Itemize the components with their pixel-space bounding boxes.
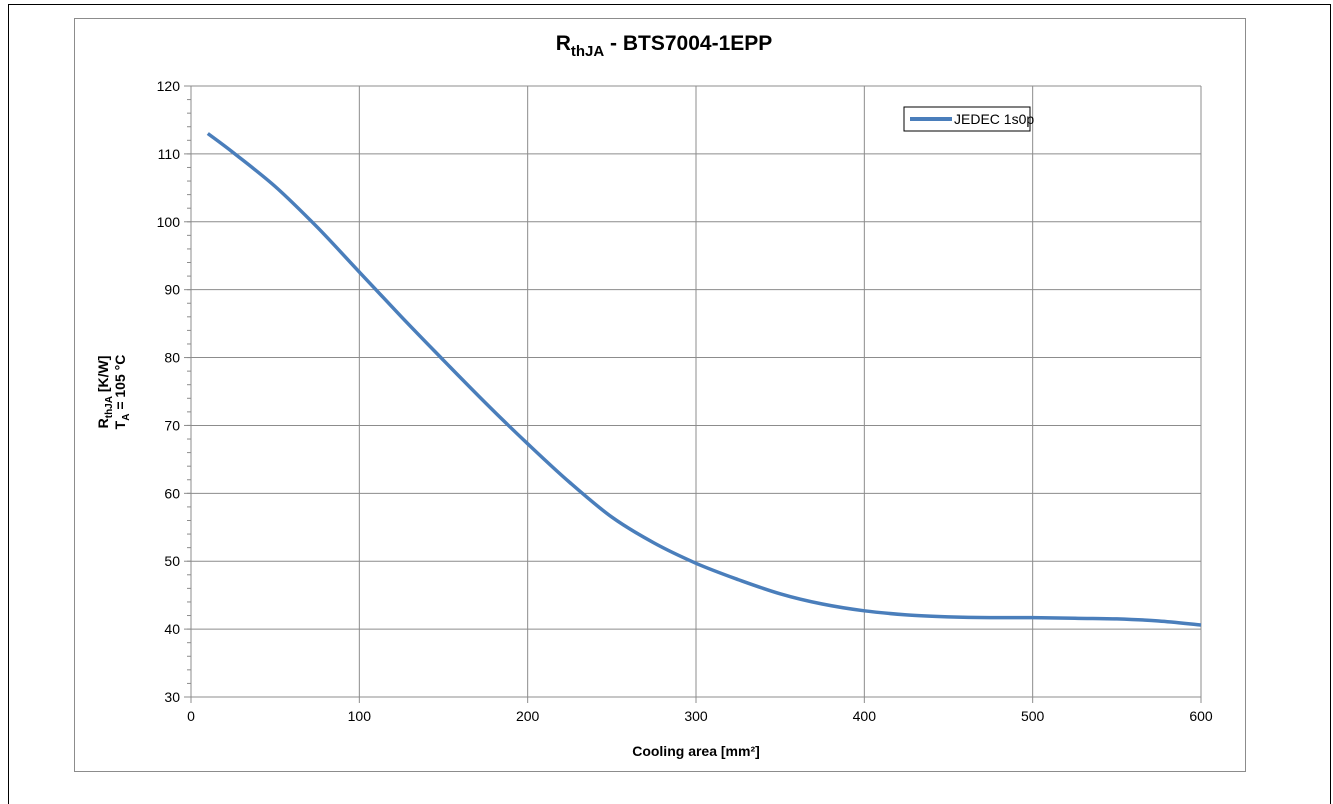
x-tick-label-0: 0	[187, 708, 195, 724]
y-tick-label-90: 90	[164, 282, 180, 298]
y-axis-title-line2: TA = 105 °C	[112, 355, 132, 430]
series-layer	[206, 132, 1202, 627]
x-tick-label-500: 500	[1021, 708, 1045, 724]
x-axis-title: Cooling area [mm²]	[632, 743, 760, 759]
legend-label: JEDEC 1s0p	[954, 111, 1034, 127]
x-tick-label-200: 200	[516, 708, 540, 724]
chart-area	[74, 18, 1246, 772]
y-tick-label-50: 50	[164, 553, 180, 569]
legend: JEDEC 1s0p	[903, 106, 1034, 132]
x-tick-label-600: 600	[1189, 708, 1213, 724]
x-tick-label-300: 300	[684, 708, 708, 724]
y-tick-label-100: 100	[157, 214, 181, 230]
x-tick-label-400: 400	[853, 708, 877, 724]
y-axis-title: RthJA [K/W] TA = 105 °C	[95, 355, 132, 430]
y-tick-label-120: 120	[157, 78, 181, 94]
series-line-0	[206, 132, 1202, 627]
grid	[184, 85, 1202, 703]
y-tick-label-110: 110	[158, 146, 181, 162]
y-tick-label-30: 30	[164, 689, 180, 705]
y-tick-label-40: 40	[164, 621, 180, 637]
y-tick-label-70: 70	[164, 417, 180, 433]
y-tick-label-60: 60	[164, 485, 180, 501]
x-tick-label-100: 100	[348, 708, 372, 724]
y-axis-title-line1: RthJA [K/W]	[95, 356, 115, 429]
chart-title: RthJA - BTS7004-1EPP	[556, 32, 773, 60]
x-axis-ticks: 0 100 200 300 400 500 600	[187, 708, 1213, 724]
figure-frame	[8, 4, 1331, 804]
y-axis-ticks: 30 40 50 60 70 80 90 100 110 120	[157, 78, 181, 705]
y-tick-label-80: 80	[164, 350, 180, 366]
